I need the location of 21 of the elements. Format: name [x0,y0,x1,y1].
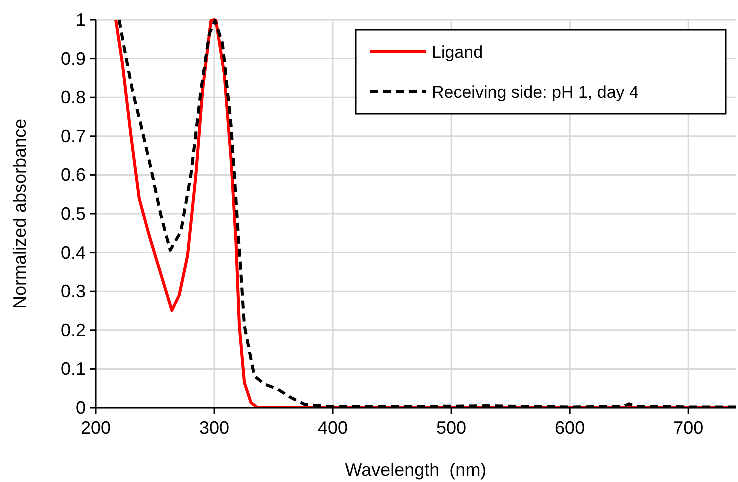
y-tick-label: 0 [76,398,86,418]
x-tick-label: 700 [674,418,704,438]
x-tick-label: 400 [318,418,348,438]
y-tick-label: 0.6 [60,165,86,186]
y-tick-label: 0.4 [60,242,86,263]
y-tick-label: 0.9 [60,48,86,69]
y-axis-title: Normalized absorbance [10,118,30,310]
legend-label: Receiving side: pH 1, day 4 [432,83,639,102]
x-tick-label: 500 [436,418,467,438]
y-tick-label: 0.5 [60,204,86,224]
x-tick-label: 600 [555,418,586,438]
y-tick-label: 0.1 [60,359,86,380]
y-tick-label: 0.3 [60,282,86,302]
y-tick-label: 0.7 [60,126,86,146]
y-tick-label: 1 [76,10,86,30]
legend-label: Ligand [432,43,484,62]
x-axis-title: Wavelength (nm) [345,460,487,480]
y-tick-label: 0.8 [60,88,86,108]
y-tick-label: 0.2 [60,320,86,340]
x-tick-label: 200 [80,418,112,438]
x-tick-label: 300 [199,418,230,438]
